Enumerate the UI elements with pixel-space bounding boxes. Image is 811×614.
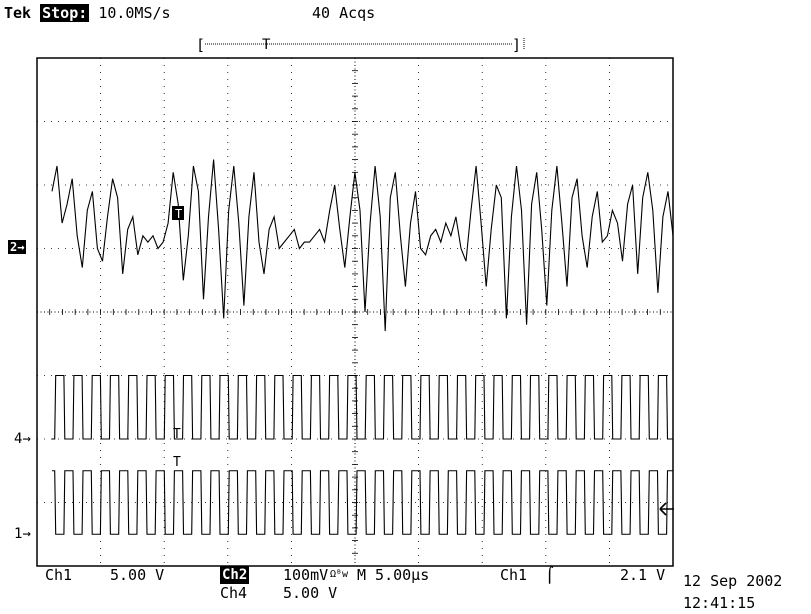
trace-ch2 — [51, 159, 674, 332]
sample-rate-label: 10.0MS/s — [98, 4, 171, 22]
ch2-trigger-point-icon — [172, 206, 184, 220]
trigger-level-arrow-icon[interactable] — [659, 502, 674, 516]
ch4-ground-marker[interactable]: 4→ — [14, 431, 31, 447]
ch1-scale: 5.00 V — [110, 566, 165, 584]
ch1-trigger-point-label: T — [173, 455, 181, 470]
ch1-label[interactable]: Ch1 — [45, 566, 73, 584]
trigger-position-bar[interactable]: [ T ] — [196, 36, 525, 54]
trigger-source: Ch1 — [500, 566, 528, 584]
capture-time: 12:41:15 — [683, 594, 756, 612]
ch2-label[interactable]: Ch2 — [220, 566, 250, 584]
ch1-ground-marker[interactable]: 1→ — [14, 526, 31, 542]
trigger-slope-icon: ⌠ — [545, 566, 555, 584]
ch2-scale: 100mV — [283, 566, 329, 584]
timebase-readout[interactable]: M 5.00µs — [357, 566, 430, 584]
ch2-ground-marker[interactable]: 2→ — [8, 240, 27, 254]
ch2-trigger-point-label: T — [175, 207, 182, 221]
bandwidth-limit-icon: Ωᴮw — [330, 569, 349, 580]
trigger-bar-marker: T — [262, 37, 271, 53]
trigger-level: 2.1 V — [620, 566, 666, 584]
capture-date: 12 Sep 2002 — [683, 572, 783, 590]
brand-label: Tek — [4, 4, 32, 22]
run-state-badge[interactable]: Stop: — [40, 4, 90, 22]
acquisitions-label: 40 Acqs — [312, 4, 376, 22]
trigger-bar-right-bracket: ] — [512, 36, 521, 54]
trigger-bar-left-bracket: [ — [196, 36, 205, 54]
ch4-trigger-point-label: T — [173, 427, 181, 442]
trace-ch4 — [52, 374, 673, 440]
ch4-label[interactable]: Ch4 — [220, 584, 248, 602]
header-bar: Tek Stop: 10.0MS/s — [4, 4, 171, 22]
graticule — [36, 57, 674, 567]
trace-ch1 — [52, 470, 673, 535]
ch4-scale: 5.00 V — [283, 584, 338, 602]
